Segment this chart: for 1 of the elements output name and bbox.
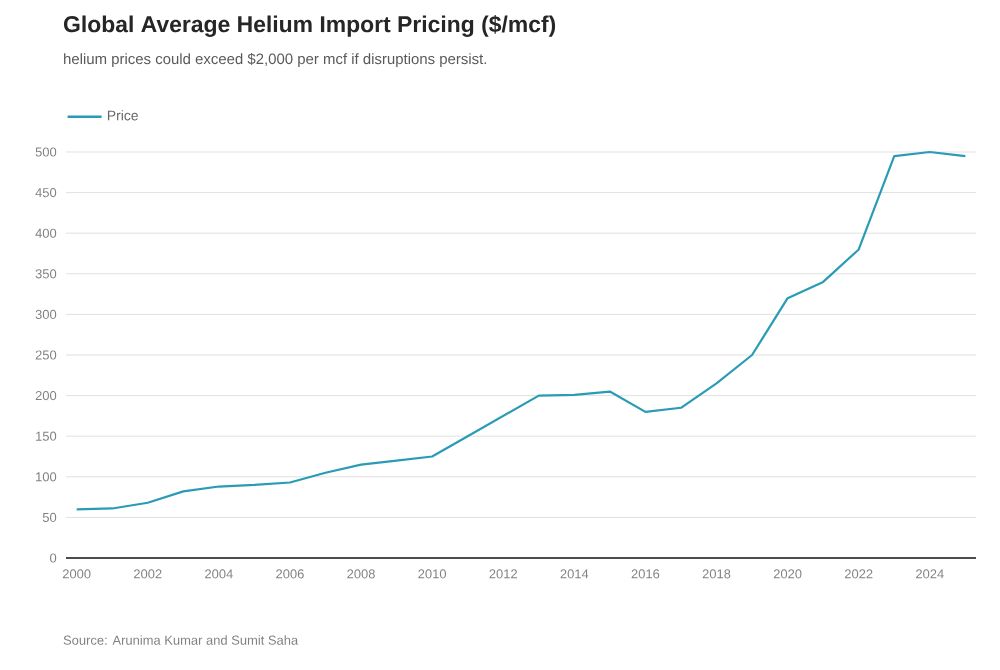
chart-title: Global Average Helium Import Pricing ($/mcf) <box>63 15 556 37</box>
